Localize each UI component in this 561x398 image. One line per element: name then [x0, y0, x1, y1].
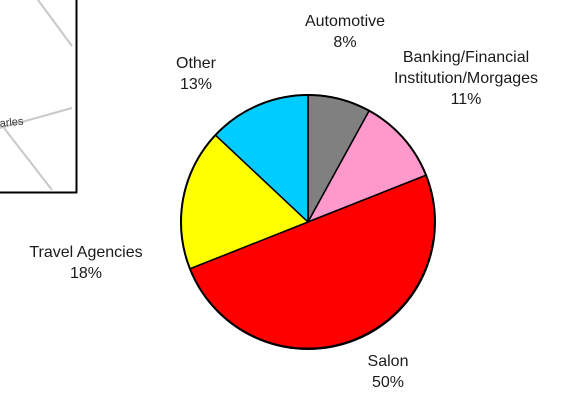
slice-label-salon: Salon 50%: [368, 351, 409, 393]
slice-category-text: Banking/Financial: [402, 49, 530, 66]
slice-label-travel: Travel Agencies 18%: [29, 242, 142, 284]
pie-outline: [180, 94, 436, 350]
map-inset: arles: [0, 0, 78, 194]
slice-label-banking: Banking/Financial Institution/Morgages 11%: [394, 47, 538, 110]
map-street-label: arles: [0, 116, 25, 130]
slice-category-text: Other: [175, 55, 217, 72]
slice-category-text: Automotive: [304, 13, 386, 30]
slice-percent-text: 50%: [371, 374, 405, 391]
map-road: [37, 0, 73, 47]
slice-category-text: Salon: [367, 353, 409, 370]
slice-category-text: Institution/Morgages: [393, 70, 539, 87]
slice-percent-text: 11%: [450, 91, 482, 108]
slice-percent-text: 13%: [179, 76, 213, 93]
slice-percent-text: 18%: [69, 265, 103, 282]
slice-category-text: Travel Agencies: [29, 244, 143, 261]
slice-label-automotive: Automotive 8%: [305, 11, 385, 53]
map-road: [0, 107, 73, 129]
slice-label-other: Other 13%: [176, 53, 216, 95]
slice-percent-text: 8%: [333, 34, 357, 51]
map-road: [3, 127, 53, 191]
